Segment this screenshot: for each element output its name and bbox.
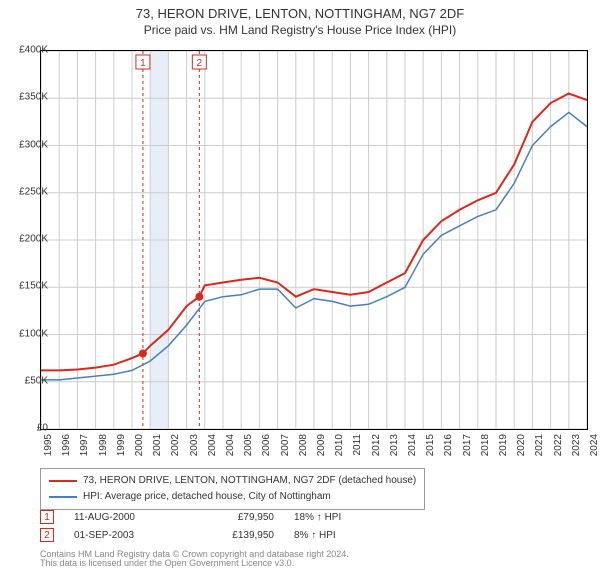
chart-subtitle: Price paid vs. HM Land Registry's House … [0,23,600,37]
x-tick-label: 2008 [298,434,309,464]
marker-badge-1: 1 [40,510,54,524]
x-tick-label: 2024 [589,434,600,464]
x-tick-label: 1996 [61,434,72,464]
tx-hpi-2: 8% ↑ HPI [294,530,374,541]
x-tick-label: 2011 [352,434,363,464]
x-tick-label: 2005 [243,434,254,464]
x-tick-label: 2004 [225,434,236,464]
tx-date-2: 01-SEP-2003 [74,530,184,541]
x-tick-label: 2022 [553,434,564,464]
chart-container: 73, HERON DRIVE, LENTON, NOTTINGHAM, NG7… [0,6,600,566]
x-tick-label: 2017 [462,434,473,464]
x-tick-label: 2020 [516,434,527,464]
x-tick-label: 2010 [334,434,345,464]
x-tick-label: 2009 [316,434,327,464]
legend-label-hpi: HPI: Average price, detached house, City… [83,489,331,505]
y-tick-label: £250K [8,186,48,197]
x-tick-label: 2021 [534,434,545,464]
legend-box: 73, HERON DRIVE, LENTON, NOTTINGHAM, NG7… [40,468,425,510]
y-tick-label: £0 [8,423,48,434]
x-tick-label: 2019 [498,434,509,464]
x-tick-label: 2013 [389,434,400,464]
x-tick-label: 2006 [261,434,272,464]
x-tick-label: 2012 [371,434,382,464]
chart-title: 73, HERON DRIVE, LENTON, NOTTINGHAM, NG7… [0,6,600,21]
marker-badge-2: 2 [40,528,54,542]
y-tick-label: £150K [8,281,48,292]
svg-text:2: 2 [197,58,203,69]
x-tick-label: 2014 [407,434,418,464]
transaction-row-1: 1 11-AUG-2000 £79,950 18% ↑ HPI [40,510,374,524]
x-tick-label: 1997 [79,434,90,464]
x-tick-label: 1998 [98,434,109,464]
chart-svg: 12 [41,51,587,429]
x-tick-label: 1995 [43,434,54,464]
x-tick-label: 1999 [116,434,127,464]
y-tick-label: £200K [8,234,48,245]
y-tick-label: £100K [8,328,48,339]
tx-price-2: £139,950 [204,530,274,541]
x-tick-label: 2001 [152,434,163,464]
legend-swatch-hpi [49,496,77,498]
legend-row: 73, HERON DRIVE, LENTON, NOTTINGHAM, NG7… [49,473,416,489]
x-tick-label: 2016 [443,434,454,464]
y-tick-label: £350K [8,92,48,103]
x-tick-label: 2000 [134,434,145,464]
x-tick-label: 2015 [425,434,436,464]
y-tick-label: £50K [8,375,48,386]
x-tick-label: 2002 [170,434,181,464]
tx-price-1: £79,950 [204,512,274,523]
legend-label-subject: 73, HERON DRIVE, LENTON, NOTTINGHAM, NG7… [83,473,416,489]
tx-date-1: 11-AUG-2000 [74,512,184,523]
x-tick-label: 2023 [571,434,582,464]
footer-attribution: Contains HM Land Registry data © Crown c… [40,550,349,568]
x-tick-label: 2003 [189,434,200,464]
chart-plot-area: 12 [40,50,588,430]
x-tick-label: 2004 [207,434,218,464]
tx-hpi-1: 18% ↑ HPI [294,512,374,523]
y-tick-label: £400K [8,45,48,56]
transaction-row-2: 2 01-SEP-2003 £139,950 8% ↑ HPI [40,528,374,542]
y-tick-label: £300K [8,139,48,150]
legend-row: HPI: Average price, detached house, City… [49,489,416,505]
x-tick-label: 2007 [280,434,291,464]
svg-text:1: 1 [140,58,146,69]
x-tick-label: 2018 [480,434,491,464]
legend-swatch-subject [49,480,77,482]
